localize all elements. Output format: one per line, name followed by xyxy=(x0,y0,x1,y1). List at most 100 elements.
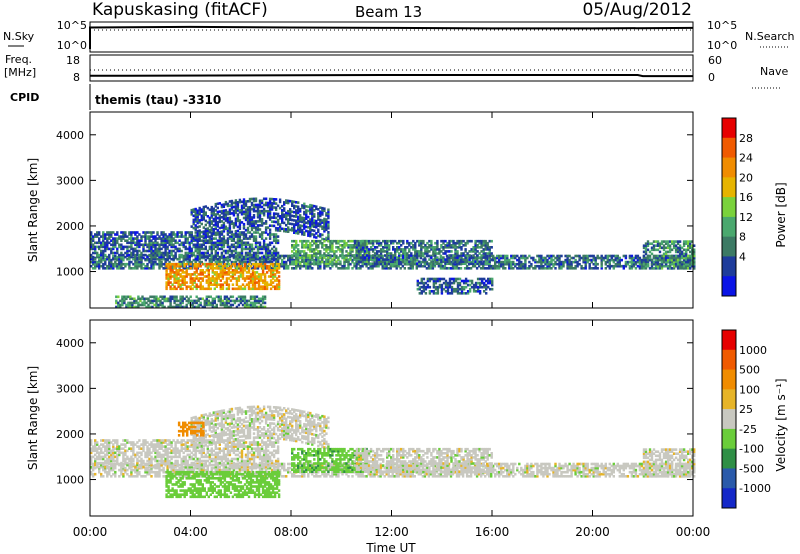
data-cell xyxy=(228,218,232,222)
data-cell xyxy=(253,287,257,291)
data-cell xyxy=(656,254,660,258)
data-cell xyxy=(224,213,228,216)
data-cell xyxy=(510,264,513,268)
data-cell xyxy=(421,260,425,264)
data-cell xyxy=(215,267,218,270)
data-cell xyxy=(199,264,202,268)
data-cell xyxy=(138,233,141,236)
data-cell xyxy=(211,277,214,280)
data-cell xyxy=(242,206,246,210)
data-cell xyxy=(174,253,177,257)
data-cell xyxy=(184,247,187,251)
data-cell xyxy=(335,260,338,263)
data-cell xyxy=(606,254,609,258)
data-cell xyxy=(448,256,451,259)
data-cell xyxy=(130,241,133,245)
data-cell xyxy=(490,267,493,270)
data-cell xyxy=(693,250,696,254)
data-cell xyxy=(264,257,268,261)
data-cell xyxy=(337,241,340,245)
data-cell xyxy=(220,243,224,247)
data-cell xyxy=(92,237,95,240)
data-cell xyxy=(394,256,397,259)
data-cell xyxy=(474,241,477,245)
data-cell xyxy=(660,254,664,258)
data-cell xyxy=(460,287,464,291)
data-cell xyxy=(486,248,489,251)
data-cell xyxy=(92,260,95,264)
data-cell xyxy=(305,246,308,249)
data-cell xyxy=(165,299,168,303)
data-cell xyxy=(512,267,515,270)
data-cell xyxy=(156,257,159,261)
data-cell xyxy=(223,297,227,301)
data-cell xyxy=(261,285,265,288)
data-cell xyxy=(217,273,220,276)
data-cell xyxy=(297,221,300,225)
data-cell xyxy=(460,285,464,289)
data-cell xyxy=(271,281,275,284)
data-cell xyxy=(167,279,170,282)
data-cell xyxy=(470,285,474,289)
data-cell xyxy=(321,221,324,224)
data-cell xyxy=(369,239,373,243)
data-cell xyxy=(122,233,125,236)
data-cell xyxy=(450,277,454,281)
data-cell xyxy=(616,258,619,262)
data-cell xyxy=(448,262,451,265)
data-cell xyxy=(576,264,579,268)
data-cell xyxy=(183,271,186,274)
data-cell xyxy=(244,247,248,251)
data-cell xyxy=(644,244,648,247)
data-cell xyxy=(228,231,232,234)
data-cell xyxy=(226,249,230,253)
data-cell xyxy=(185,287,188,291)
data-cell xyxy=(373,262,377,265)
data-cell xyxy=(248,197,252,201)
data-cell xyxy=(104,257,107,261)
data-cell xyxy=(418,260,421,263)
data-cell xyxy=(251,287,255,291)
data-cell xyxy=(572,260,575,264)
data-cell xyxy=(141,301,144,305)
data-cell xyxy=(274,237,278,240)
data-cell xyxy=(148,231,151,234)
data-cell xyxy=(253,285,257,288)
data-cell xyxy=(228,204,232,207)
data-cell xyxy=(230,233,234,236)
data-cell xyxy=(178,253,181,257)
data-cell xyxy=(236,251,240,255)
data-cell xyxy=(664,262,668,266)
data-cell xyxy=(201,262,204,266)
data-cell xyxy=(568,254,571,258)
data-cell xyxy=(219,297,222,301)
data-cell xyxy=(660,256,664,260)
data-cell xyxy=(329,262,332,265)
data-cell xyxy=(460,246,463,249)
data-cell xyxy=(654,264,658,268)
data-cell xyxy=(208,239,211,242)
data-cell xyxy=(399,267,402,270)
data-cell xyxy=(204,211,207,214)
data-cell xyxy=(266,214,270,217)
data-cell xyxy=(252,247,256,251)
data-cell xyxy=(164,251,167,255)
data-cell xyxy=(291,200,294,203)
data-cell xyxy=(257,275,261,278)
data-cell xyxy=(199,297,202,301)
data-cell xyxy=(398,246,401,249)
data-cell xyxy=(452,277,456,281)
data-cell xyxy=(249,287,253,291)
data-cell xyxy=(494,258,497,262)
data-cell xyxy=(210,210,213,213)
data-cell xyxy=(429,262,433,266)
data-cell xyxy=(386,239,389,243)
data-cell xyxy=(220,205,224,209)
data-cell xyxy=(209,301,212,305)
data-cell xyxy=(586,260,589,264)
data-cell xyxy=(200,218,203,222)
data-cell xyxy=(269,283,273,286)
data-cell xyxy=(430,239,433,243)
data-cell xyxy=(241,297,245,301)
data-cell xyxy=(128,245,131,249)
